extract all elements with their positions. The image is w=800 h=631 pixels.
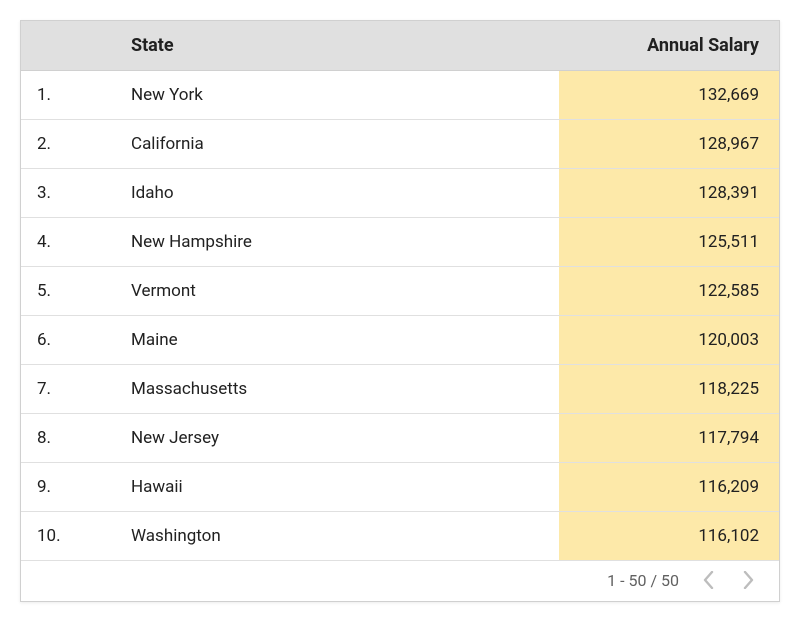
- cell-state: Hawaii: [131, 463, 559, 511]
- pagination-bar: 1 - 50 / 50: [21, 561, 779, 601]
- chevron-right-icon: [743, 571, 754, 589]
- cell-salary: 125,511: [559, 218, 779, 266]
- column-header-state[interactable]: State: [131, 21, 559, 70]
- table-row: 4. New Hampshire 125,511: [21, 218, 779, 267]
- cell-salary: 117,794: [559, 414, 779, 462]
- table-row: 8. New Jersey 117,794: [21, 414, 779, 463]
- column-header-salary[interactable]: Annual Salary: [559, 21, 779, 70]
- table-row: 1. New York 132,669: [21, 71, 779, 120]
- cell-state: New York: [131, 71, 559, 119]
- cell-salary: 116,102: [559, 512, 779, 560]
- cell-salary: 132,669: [559, 71, 779, 119]
- cell-salary: 122,585: [559, 267, 779, 315]
- cell-state: New Hampshire: [131, 218, 559, 266]
- pagination-buttons: [697, 569, 759, 591]
- cell-rank: 10.: [21, 512, 131, 560]
- cell-rank: 1.: [21, 71, 131, 119]
- table-row: 2. California 128,967: [21, 120, 779, 169]
- cell-rank: 5.: [21, 267, 131, 315]
- cell-rank: 9.: [21, 463, 131, 511]
- table-row: 7. Massachusetts 118,225: [21, 365, 779, 414]
- cell-salary: 128,391: [559, 169, 779, 217]
- cell-rank: 7.: [21, 365, 131, 413]
- pagination-range: 1 - 50 / 50: [607, 571, 679, 590]
- cell-state: Vermont: [131, 267, 559, 315]
- next-page-button[interactable]: [737, 569, 759, 591]
- cell-state: Washington: [131, 512, 559, 560]
- chevron-left-icon: [703, 571, 714, 589]
- table-header-row: State Annual Salary: [21, 21, 779, 71]
- cell-rank: 6.: [21, 316, 131, 364]
- table-row: 6. Maine 120,003: [21, 316, 779, 365]
- cell-salary: 128,967: [559, 120, 779, 168]
- column-header-rank: [21, 21, 131, 70]
- table-row: 3. Idaho 128,391: [21, 169, 779, 218]
- cell-salary: 120,003: [559, 316, 779, 364]
- cell-rank: 3.: [21, 169, 131, 217]
- previous-page-button[interactable]: [697, 569, 719, 591]
- cell-salary: 116,209: [559, 463, 779, 511]
- table-body: 1. New York 132,669 2. California 128,96…: [21, 71, 779, 561]
- cell-state: Massachusetts: [131, 365, 559, 413]
- table-row: 5. Vermont 122,585: [21, 267, 779, 316]
- table-row: 10. Washington 116,102: [21, 512, 779, 561]
- cell-salary: 118,225: [559, 365, 779, 413]
- cell-state: Idaho: [131, 169, 559, 217]
- table-row: 9. Hawaii 116,209: [21, 463, 779, 512]
- cell-rank: 8.: [21, 414, 131, 462]
- salary-table: State Annual Salary 1. New York 132,669 …: [20, 20, 780, 602]
- cell-state: Maine: [131, 316, 559, 364]
- cell-state: New Jersey: [131, 414, 559, 462]
- cell-rank: 4.: [21, 218, 131, 266]
- cell-state: California: [131, 120, 559, 168]
- cell-rank: 2.: [21, 120, 131, 168]
